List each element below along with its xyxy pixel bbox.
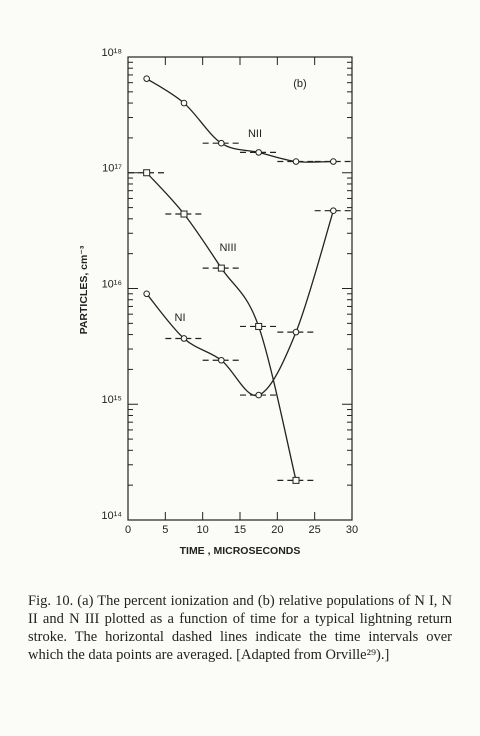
data-point (292, 476, 300, 484)
data-point (218, 139, 225, 147)
x-tick-label: 15 (234, 524, 246, 536)
x-tick-label: 10 (197, 524, 209, 536)
series-label: NI (175, 312, 186, 324)
data-point (330, 158, 337, 165)
y-tick-label: 10¹⁵ (102, 394, 122, 406)
x-tick-label: 20 (271, 524, 283, 536)
data-point (180, 335, 188, 342)
x-tick-label: 0 (125, 524, 131, 536)
series-line (146, 172, 297, 481)
x-tick-label: 25 (309, 524, 321, 536)
data-point (217, 264, 225, 272)
y-tick-label: 10¹⁴ (101, 510, 122, 522)
series-label: NII (248, 128, 262, 140)
data-point (255, 322, 263, 330)
data-point (143, 75, 150, 82)
data-point (292, 328, 300, 336)
series-line (146, 210, 334, 396)
y-tick-label: 10¹⁸ (101, 47, 122, 59)
data-point (292, 158, 300, 165)
data-point (180, 210, 188, 218)
plot-frame (127, 56, 353, 521)
data-point (143, 169, 151, 177)
data-point (218, 356, 225, 364)
series-line (146, 78, 334, 163)
y-tick-label: 10¹⁷ (102, 163, 122, 175)
series-label: NIII (219, 242, 236, 254)
data-point (180, 99, 188, 107)
data-point (143, 290, 150, 298)
y-axis-label: PARTICLES, cm⁻³ (78, 245, 90, 334)
data-point (255, 149, 262, 156)
data-point (255, 391, 262, 399)
x-tick-label: 30 (346, 524, 358, 536)
x-axis-label: TIME , MICROSECONDS (180, 545, 301, 557)
data-point (330, 207, 337, 215)
x-tick-label: 5 (162, 524, 168, 536)
y-tick-label: 10¹⁶ (102, 278, 122, 290)
panel-label: (b) (293, 78, 306, 90)
caption: Fig. 10. (a) The percent ionization and … (28, 593, 452, 663)
chart: (b) TIME , MICROSECONDS PARTICLES, cm⁻³ … (78, 47, 358, 557)
